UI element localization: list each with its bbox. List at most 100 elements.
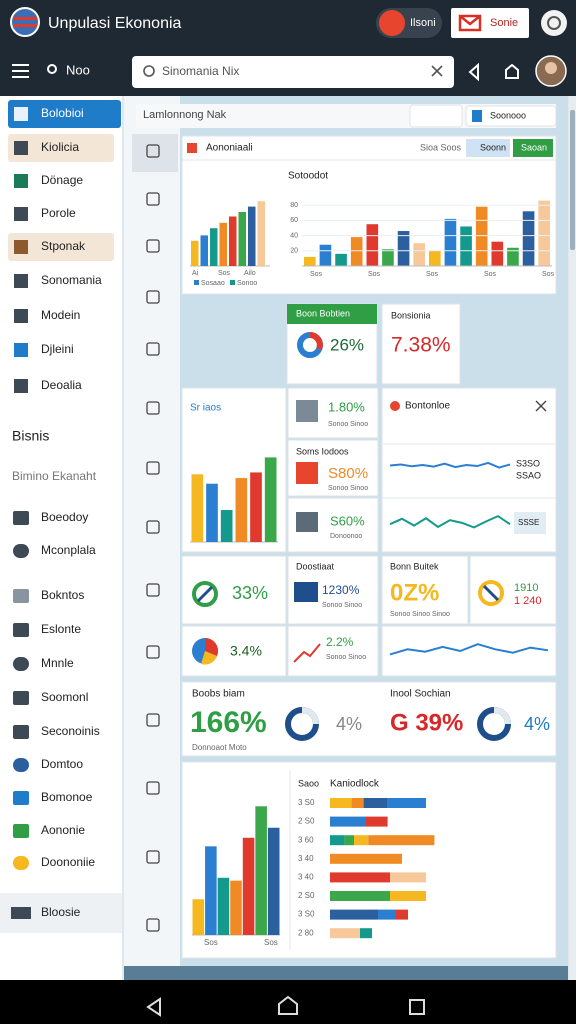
sidebar-subsection: Bimino Ekanaht: [12, 469, 97, 483]
share-icon[interactable]: [468, 62, 479, 82]
card-value: 1230%: [322, 583, 360, 597]
sidebar-item[interactable]: Mnnle: [41, 656, 74, 670]
item-icon: [14, 309, 28, 323]
rail-icon[interactable]: [146, 850, 160, 864]
sidebar-item[interactable]: Domtoo: [41, 757, 83, 771]
rail-icon[interactable]: [146, 520, 160, 534]
row-label: 2 80: [298, 928, 314, 937]
bar: [335, 253, 347, 266]
location[interactable]: Noo: [66, 62, 90, 77]
header-icons[interactable]: [409, 104, 463, 128]
sidebar-item[interactable]: Dönage: [41, 173, 83, 187]
bar: [264, 457, 277, 542]
line: [389, 461, 511, 469]
back-button[interactable]: [146, 997, 161, 1017]
sidebar-item[interactable]: Mconplala: [41, 543, 96, 557]
sidebar: [0, 96, 122, 980]
rail-icon[interactable]: [146, 401, 160, 415]
bar: [429, 250, 441, 266]
tag: SSSE: [518, 518, 539, 527]
pin-icon: [47, 64, 57, 74]
button-label: Soonn: [480, 142, 506, 152]
header-button-label: Soonooo: [490, 110, 526, 120]
rail-icon[interactable]: [146, 918, 160, 932]
sidebar-item[interactable]: Aononie: [41, 823, 85, 837]
home-button[interactable]: [278, 995, 298, 1015]
sidebar-item[interactable]: Modein: [41, 308, 80, 322]
sidebar-footer-item[interactable]: Bloosie: [41, 905, 81, 919]
rail-icon[interactable]: [146, 583, 160, 597]
sidebar-item[interactable]: Porole: [41, 206, 76, 220]
button[interactable]: [466, 139, 510, 157]
panel-title: Kaniodlock: [330, 779, 380, 790]
button-label: Ilsoni: [410, 17, 436, 29]
logo-stripe: [13, 24, 37, 27]
header-button[interactable]: [465, 105, 557, 127]
scroll-thumb[interactable]: [570, 110, 575, 250]
rail-icon[interactable]: [146, 144, 160, 158]
row-label: 3 40: [298, 873, 314, 882]
legend-swatch: [230, 280, 235, 285]
bar-segment: [354, 835, 369, 846]
sidebar-item[interactable]: Kiolicia: [41, 140, 79, 154]
rail-icon[interactable]: [146, 645, 160, 659]
rail-icon[interactable]: [146, 239, 160, 253]
row-label: 3 S0: [298, 798, 315, 807]
search-box[interactable]: [132, 56, 454, 88]
icon: [296, 462, 318, 484]
bar: [191, 474, 204, 542]
bar: [257, 201, 265, 266]
x-tick-label: Sos: [204, 938, 218, 947]
lock-icon[interactable]: [505, 63, 519, 79]
item-icon: [13, 657, 29, 671]
sidebar-item[interactable]: Doononiie: [41, 855, 95, 869]
item-icon: [13, 824, 29, 838]
rail-icon[interactable]: [146, 713, 160, 727]
icon: [547, 16, 561, 30]
bar: [250, 472, 262, 542]
bar: [397, 231, 410, 266]
rail-icon[interactable]: [146, 290, 160, 304]
x-tick-label: Sos: [426, 271, 439, 278]
bar: [217, 877, 230, 935]
bar: [366, 224, 379, 266]
sidebar-item[interactable]: Bolobioi: [41, 106, 84, 120]
bar-segment: [390, 872, 426, 883]
rail-icon[interactable]: [146, 342, 160, 356]
item-icon: [14, 343, 28, 357]
rail-icon[interactable]: [146, 781, 160, 795]
sidebar-item[interactable]: Boeodoy: [41, 510, 88, 524]
item-icon: [11, 907, 31, 919]
rail-icon[interactable]: [146, 461, 160, 475]
bar: [255, 806, 267, 935]
item-icon: [13, 511, 29, 525]
close-icon[interactable]: [535, 400, 547, 412]
button[interactable]: [513, 139, 553, 157]
sidebar-item[interactable]: Bokntos: [41, 588, 84, 602]
menu-icon[interactable]: [12, 64, 29, 78]
sidebar-item[interactable]: Stponak: [41, 239, 86, 253]
selected-item[interactable]: [8, 100, 121, 128]
bar: [413, 243, 425, 266]
line: [389, 643, 549, 656]
rail-icon[interactable]: [146, 192, 160, 206]
filter[interactable]: Sioa Soos: [420, 142, 462, 152]
bar: [219, 222, 227, 266]
bar-segment: [344, 835, 354, 846]
recents-button[interactable]: [409, 999, 425, 1015]
panel-title: Sr iaos: [190, 403, 221, 414]
bar-segment: [351, 798, 364, 808]
highlight-item: [8, 134, 114, 162]
sidebar-item[interactable]: Eslonte: [41, 622, 81, 636]
item-icon: [14, 207, 28, 221]
sidebar-item[interactable]: Bomonoe: [41, 790, 93, 804]
x-tick-label: Sos: [542, 271, 555, 278]
sidebar-item[interactable]: Seconoinis: [41, 724, 100, 738]
sidebar-item[interactable]: Djleini: [41, 342, 74, 356]
sidebar-item[interactable]: Sonomania: [41, 273, 102, 287]
sidebar-item[interactable]: Deoalia: [41, 378, 82, 392]
sidebar-item[interactable]: Soomonl: [41, 690, 88, 704]
profile-button[interactable]: [541, 10, 567, 36]
card-sub: Sonoo Sinoo: [328, 421, 368, 428]
clear-icon[interactable]: [431, 65, 443, 77]
